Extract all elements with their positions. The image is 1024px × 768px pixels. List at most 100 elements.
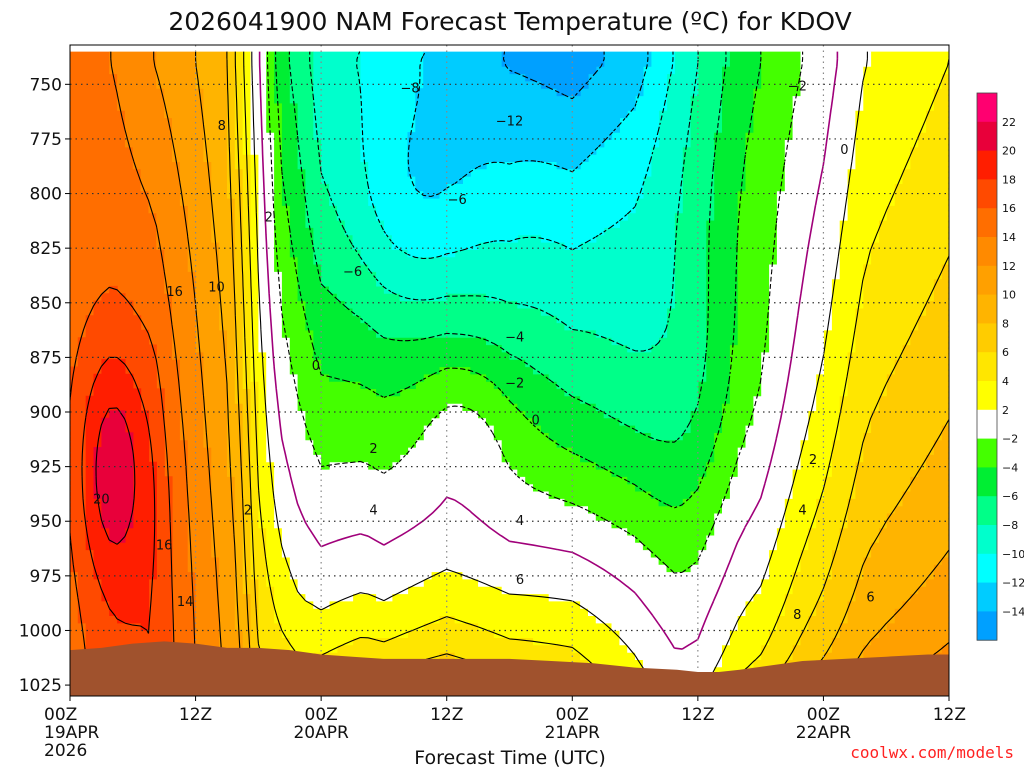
x-tick-label: 21APR	[545, 723, 601, 743]
contour-label: −6	[448, 193, 467, 208]
y-tick-label: 775	[30, 130, 62, 150]
y-tick-label: 825	[30, 239, 62, 259]
contour-label: −2	[505, 377, 524, 392]
colorbar-label: −6	[1002, 490, 1018, 503]
ground-terrain	[70, 641, 949, 696]
colorbar-swatch	[977, 294, 997, 324]
contour-line-positive	[95, 407, 136, 545]
temperature-band	[70, 285, 173, 696]
colorbar-swatch	[977, 208, 997, 238]
contour-label: 10	[208, 280, 225, 295]
contour-label: 6	[516, 573, 524, 588]
y-tick-label: 950	[30, 512, 62, 532]
contour-line-negative	[266, 51, 804, 574]
contour-label: −4	[505, 331, 524, 346]
colorbar-label: −14	[1002, 605, 1024, 618]
temperature-band	[407, 51, 652, 199]
contour-line-positive	[81, 356, 156, 634]
colorbar-swatch	[977, 438, 997, 468]
y-axis: 750 775 800 825 850 875 900 925 950 975 1000 1025	[19, 75, 70, 696]
temperature-band	[85, 359, 157, 631]
colorbar-label: −4	[1002, 461, 1018, 474]
colorbar-label: 4	[1002, 375, 1009, 388]
temperature-band	[289, 51, 730, 441]
colorbar-label: 10	[1002, 289, 1016, 302]
x-tick-label: 00Z	[807, 705, 840, 725]
colorbar-label: 18	[1002, 173, 1016, 186]
x-tick-label: 12Z	[430, 705, 463, 725]
colorbar-label: 8	[1002, 317, 1009, 330]
temperature-band	[360, 51, 675, 258]
contour-label: 14	[177, 595, 194, 610]
temperature-band	[195, 51, 949, 696]
colorbar-swatch	[977, 93, 997, 123]
colorbar-label: −8	[1002, 519, 1018, 532]
y-tick-label: 750	[30, 75, 62, 95]
temperature-band	[274, 51, 762, 507]
colorbar-label: 16	[1002, 202, 1016, 215]
contour-label: 4	[369, 503, 377, 518]
y-tick-label: 800	[30, 185, 62, 205]
contour-label: 8	[793, 608, 801, 623]
contour-lines	[70, 51, 949, 696]
contour-label: −12	[496, 114, 523, 129]
colorbar-swatch	[977, 237, 997, 267]
y-tick-label: 900	[30, 403, 62, 423]
y-tick-label: 1025	[19, 676, 62, 696]
y-tick-label: 975	[30, 567, 62, 587]
contour-label: 16	[166, 285, 183, 300]
contour-label: 0	[312, 359, 320, 374]
contour-label: 2	[809, 453, 817, 468]
colorbar-swatch	[977, 553, 997, 583]
contour-label: −8	[401, 82, 420, 97]
grid-lines	[70, 45, 949, 696]
x-tick-label: 19APR	[44, 723, 100, 743]
contour-label: 0	[532, 414, 540, 429]
colorbar-swatch	[977, 265, 997, 295]
colorbar-label: 20	[1002, 145, 1016, 158]
plot-area: 8 2 16 10 0 −8 −12 −6 −6 −4 −2 0 −2 0 2 2 4 4 6 2 4 8 6 20 16 14	[70, 45, 949, 696]
colorbar-swatch	[977, 179, 997, 209]
contour-label: 8	[218, 119, 226, 134]
contour-labels: 8 2 16 10 0 −8 −12 −6 −6 −4 −2 0 −2 0 2 2 4 4 6 2 4 8 6 20 16 14	[93, 80, 875, 624]
contour-label: 2	[369, 442, 377, 457]
plot-frame	[69, 44, 950, 697]
colorbar-swatch	[977, 409, 997, 439]
colorbar: 22 20 18 16 14 12 10 8 6 4 2 −2 −4 −6 −8 −10 −12 −14	[976, 92, 1024, 641]
contour-line-negative	[356, 51, 674, 260]
contour-label: −2	[788, 80, 807, 95]
contour-line-negative	[309, 51, 699, 352]
contour-label: 4	[516, 514, 524, 529]
contour-label: 2	[244, 503, 252, 518]
colorbar-swatch	[977, 582, 997, 612]
temperature-band	[501, 51, 605, 97]
x-tick-label: 2026	[44, 741, 87, 761]
colorbar-swatch	[977, 352, 997, 382]
colorbar-label: −2	[1002, 433, 1018, 446]
y-tick-label: 875	[30, 348, 62, 368]
contour-label: 0	[840, 143, 848, 158]
contour-label: 20	[93, 492, 110, 507]
x-tick-label: 00Z	[44, 705, 77, 725]
colorbar-frame	[976, 92, 998, 641]
x-tick-label: 22APR	[796, 723, 852, 743]
y-tick-label: 925	[30, 458, 62, 478]
x-tick-label: 12Z	[179, 705, 212, 725]
contour-line-negative	[502, 51, 605, 100]
freezing-line	[258, 51, 839, 650]
colorbar-swatch	[977, 467, 997, 497]
colorbar-swatch	[977, 121, 997, 151]
colorbar-label: 2	[1002, 404, 1009, 417]
contour-line-negative	[275, 51, 762, 509]
colorbar-swatch	[977, 496, 997, 526]
contour-label: 4	[798, 503, 806, 518]
x-axis-label: Forecast Time (UTC)	[414, 747, 605, 768]
contour-line-positive	[110, 51, 197, 696]
contour-line-negative	[407, 51, 649, 198]
contour-line-positive	[251, 51, 868, 696]
temperature-fills	[70, 51, 949, 696]
colorbar-swatch	[977, 323, 997, 353]
y-tick-label: 1000	[19, 621, 62, 641]
